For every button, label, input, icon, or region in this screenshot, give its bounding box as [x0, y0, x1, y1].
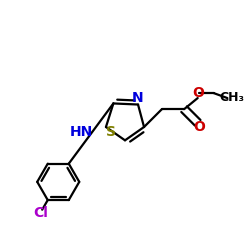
Text: Cl: Cl [34, 206, 48, 220]
Text: O: O [194, 120, 205, 134]
Text: N: N [132, 91, 144, 105]
Text: HN: HN [70, 124, 93, 138]
Text: S: S [106, 126, 116, 140]
Text: CH₃: CH₃ [219, 91, 244, 104]
Text: O: O [192, 86, 204, 100]
